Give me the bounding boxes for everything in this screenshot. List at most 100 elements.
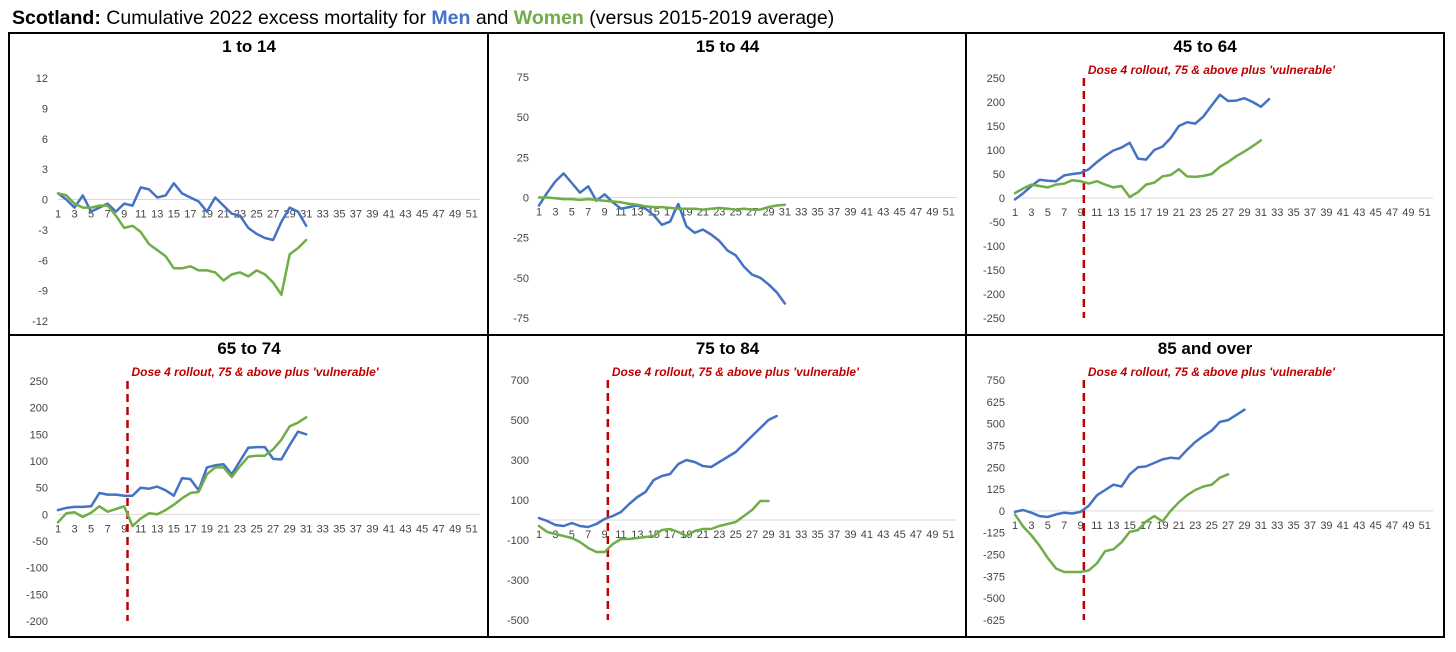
x-tick-label: 11 [615,529,626,541]
x-tick-label: 29 [1238,207,1250,219]
x-tick-label: 45 [1370,207,1382,219]
y-tick-label: -500 [507,615,529,627]
y-tick-label: -200 [983,289,1005,301]
y-tick-label: 250 [987,462,1005,474]
x-tick-label: 37 [828,207,840,219]
panel-45-to-64: 45 to 64 250 200 150 100 50 0 -50 -100 -150 -200 -2… [983,37,1433,325]
x-tick-label: 29 [1238,520,1250,532]
x-tick-label: 9 [602,207,608,219]
x-tick-label: 41 [383,523,395,535]
y-tick-label: 125 [987,484,1005,496]
y-tick-label: -100 [26,563,48,575]
x-tick-label: 19 [201,209,213,221]
x-tick-label: 5 [569,529,575,541]
y-tick-label: -50 [513,273,529,285]
y-tick-label: -500 [983,593,1005,605]
y-tick-label: -12 [32,316,48,328]
x-tick-label: 41 [861,529,873,541]
x-tick-label: 23 [713,207,725,219]
x-tick-label: 7 [1061,520,1067,532]
x-tick-label: 11 [1091,520,1102,532]
panel-title: 65 to 74 [217,339,281,358]
x-tick-label: 5 [88,209,94,221]
divider-horizontal [10,334,1443,336]
y-tick-label: 0 [999,193,1005,205]
y-tick-label: 100 [987,145,1005,157]
y-tick-label: 3 [42,164,48,176]
x-tick-label: 37 [1304,207,1316,219]
x-tick-label: 27 [267,523,279,535]
x-tick-label: 37 [350,209,362,221]
x-tick-label: 27 [746,529,758,541]
x-tick-label: 41 [861,207,873,219]
header-men-label: Men [431,7,471,29]
x-tick-label: 41 [383,209,395,221]
y-tick-label: 75 [517,72,529,84]
x-tick-label: 33 [1271,520,1283,532]
x-tick-label: 37 [350,523,362,535]
x-tick-label: 45 [416,523,428,535]
x-tick-label: 35 [333,209,345,221]
y-tick-label: 50 [517,112,529,124]
panel-title: 85 and over [1158,339,1253,358]
y-tick-label: 625 [987,397,1005,409]
x-tick-label: 5 [1045,207,1051,219]
series-line-women [56,192,308,296]
x-tick-label: 27 [1222,207,1234,219]
y-tick-label: -75 [513,313,529,325]
x-tick-label: 33 [317,523,329,535]
dose4-annotation-label: Dose 4 rollout, 75 & above plus 'vulnera… [1088,63,1336,77]
x-tick-label: 31 [300,209,312,221]
y-tick-label: 50 [36,483,48,495]
x-tick-label: 31 [1255,520,1267,532]
y-tick-label: -3 [38,225,48,237]
x-tick-label: 31 [779,207,791,219]
x-tick-label: 51 [466,523,478,535]
x-tick-label: 11 [135,523,146,535]
x-tick-label: 25 [250,209,262,221]
series-line-men [537,414,778,529]
x-tick-label: 35 [1288,520,1300,532]
series-line-men [1013,93,1271,201]
y-tick-label: -50 [989,217,1005,229]
x-tick-label: 35 [812,529,824,541]
header-region: Scotland: [12,7,101,29]
y-tick-label: 100 [30,456,48,468]
x-tick-label: 43 [399,523,411,535]
x-tick-label: 37 [828,529,840,541]
y-tick-label: -250 [983,550,1005,562]
x-tick-label: 17 [1140,207,1152,219]
y-tick-label: -150 [26,589,48,601]
series-line-women [56,416,308,528]
y-tick-label: 9 [42,103,48,115]
y-tick-label: -9 [38,286,48,298]
x-tick-label: 13 [631,207,643,219]
x-tick-label: 1 [1012,207,1018,219]
x-tick-label: 13 [151,209,163,221]
x-tick-label: 49 [449,209,461,221]
x-tick-label: 31 [1255,207,1267,219]
y-tick-label: 250 [30,376,48,388]
y-tick-label: -100 [507,535,529,547]
x-tick-label: 47 [1386,520,1398,532]
x-tick-label: 45 [1370,520,1382,532]
x-tick-label: 3 [71,523,77,535]
x-tick-label: 7 [1061,207,1067,219]
x-tick-label: 3 [71,209,77,221]
x-tick-label: 39 [844,207,856,219]
panel-title: 45 to 64 [1173,37,1237,56]
x-tick-label: 5 [1045,520,1051,532]
x-tick-label: 47 [433,209,445,221]
x-tick-label: 33 [317,209,329,221]
y-tick-label: -625 [983,615,1005,627]
x-tick-label: 49 [926,207,938,219]
y-tick-label: 700 [511,375,529,387]
panel-title: 75 to 84 [696,339,760,358]
y-tick-label: 300 [511,455,529,467]
chart-grid [8,32,1445,638]
x-tick-label: 45 [894,529,906,541]
x-tick-label: 3 [552,207,558,219]
header-text-1: Cumulative 2022 excess mortality for [100,7,432,29]
x-tick-label: 17 [184,209,196,221]
x-tick-label: 47 [910,529,922,541]
